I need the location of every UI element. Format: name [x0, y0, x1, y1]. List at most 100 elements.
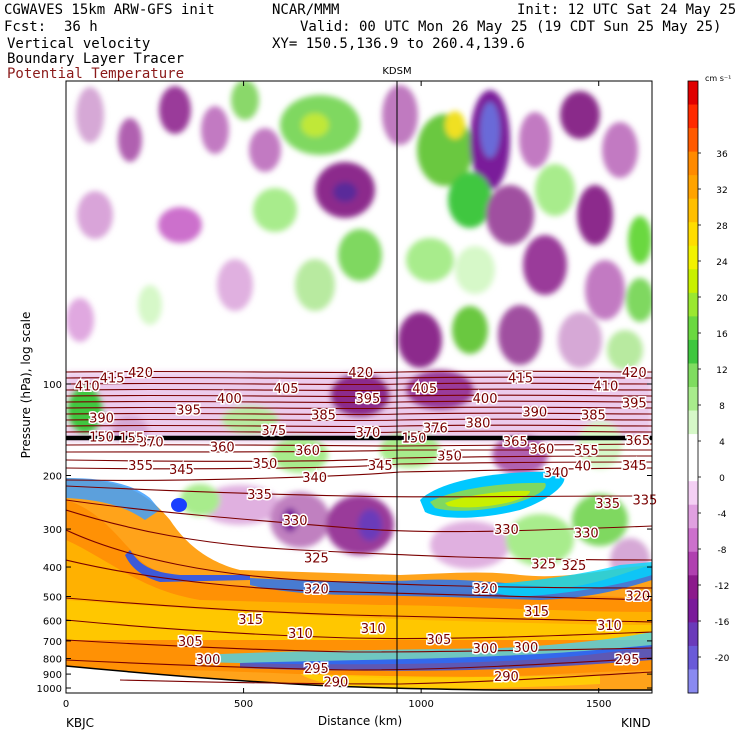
y-tick-label: 500 [43, 592, 62, 603]
colorbar-label: -12 [715, 582, 730, 592]
theta-label: 310 [288, 627, 313, 642]
colorbar-label: 12 [716, 366, 727, 376]
theta-label: 375 [261, 424, 286, 439]
colorbar-segment [688, 387, 698, 412]
forecast-hours: 36 h [64, 19, 98, 35]
theta-label: 420 [622, 366, 647, 381]
theta-label: 330 [283, 514, 308, 529]
colorbar-label: -4 [718, 510, 727, 520]
colorbar-label: 20 [716, 294, 728, 304]
plot-frame [65, 80, 653, 694]
colorbar-frame [687, 80, 699, 694]
y-tick-label: 200 [43, 472, 62, 483]
colorbar-segment [688, 598, 698, 623]
theta-label: 345 [622, 459, 647, 474]
y-tick-label: 900 [43, 670, 62, 681]
colorbar-segment [688, 316, 698, 341]
theta-label: 300 [196, 653, 221, 668]
theta-label: 330 [574, 526, 599, 541]
init-time: Init: 12 UTC Sat 24 May 25 [517, 2, 737, 18]
theta-label: 360 [210, 441, 235, 456]
theta-label: 380 [466, 417, 491, 432]
field-name-potential-temperature: Potential Temperature [7, 66, 185, 82]
y-tick-label: 600 [43, 617, 62, 628]
colorbar-segment [688, 481, 698, 506]
axes: 0 500 1000 1500 100 200 300 400 500 600 700 800 900 1… [37, 81, 652, 710]
colorbar-segment [688, 292, 698, 317]
theta-label: 395 [355, 392, 380, 407]
theta-label: 345 [169, 463, 194, 478]
colorbar-segment [688, 81, 698, 106]
theta-label: 320 [304, 583, 329, 598]
theta-label: 415 [508, 372, 533, 387]
theta-label: 395 [622, 397, 647, 412]
theta-label: 400 [217, 392, 242, 407]
theta-label: 335 [595, 497, 620, 512]
y-tick-label: 700 [43, 637, 62, 648]
theta-label: 325 [561, 559, 586, 574]
cross-section-endpoints: XY= 150.5,136.9 to 260.4,139.6 [272, 36, 525, 52]
theta-label: 410 [75, 380, 100, 395]
colorbar-segment [688, 339, 698, 364]
theta-label: 365 [503, 435, 528, 450]
theta-label: 315 [524, 605, 549, 620]
colorbar-unit: cm s⁻¹ [705, 74, 731, 83]
colorbar-segment [688, 645, 698, 670]
colorbar-label: 16 [716, 330, 728, 340]
colorbar-segment [688, 410, 698, 435]
org-label: NCAR/MMM [272, 2, 340, 18]
theta-label: 350 [252, 457, 277, 472]
theta-label: 345 [368, 459, 393, 474]
colorbar-segment [688, 575, 698, 600]
theta-label: 410 [593, 380, 618, 395]
theta-label: 395 [176, 403, 201, 418]
theta-label: 320 [625, 589, 650, 604]
theta-label: 376 [423, 421, 448, 436]
theta-label: 310 [597, 619, 622, 634]
theta-label: 370 [355, 426, 380, 441]
theta-label: 40 [574, 460, 591, 475]
theta-label: 340 [544, 466, 569, 481]
theta-label: 325 [531, 557, 556, 572]
theta-label: 415 [100, 372, 125, 387]
colorbar-segment [688, 198, 698, 223]
theta-label: 420 [128, 366, 153, 381]
y-axis-label: Pressure (hPa), log scale [19, 312, 33, 459]
forecast-label: Fcst: [4, 19, 47, 35]
model-title: CGWAVES 15km ARW-GFS init [4, 2, 215, 18]
colorbar-segment [688, 528, 698, 553]
colorbar-segment [688, 457, 698, 482]
field-name-vertical-velocity: Vertical velocity [7, 36, 151, 52]
theta-label: 390 [522, 405, 547, 420]
theta-label: 360 [295, 444, 320, 459]
y-tick-label: 400 [43, 563, 62, 574]
colorbar-segment [688, 104, 698, 129]
y-tick-label: 1000 [37, 684, 62, 695]
theta-label: 360 [529, 442, 554, 457]
colorbar: 36 32 28 24 20 16 12 8 4 0 -4 -8 -12 -16 -20 [687, 80, 730, 694]
station-label-mid: KDSM [382, 66, 411, 77]
theta-label: 300 [473, 642, 498, 657]
theta-label: 315 [238, 613, 263, 628]
theta-label: 390 [89, 412, 114, 427]
station-label-left: KBJC [66, 716, 94, 730]
theta-label: 335 [247, 488, 272, 503]
x-tick-label: 500 [234, 699, 253, 710]
field-name-boundary-layer-tracer: Boundary Layer Tracer [7, 51, 185, 67]
colorbar-segment [688, 622, 698, 647]
theta-label: 330 [494, 523, 519, 538]
theta-label: 290 [324, 676, 349, 691]
theta-label: 155 [119, 431, 144, 446]
colorbar-segment [688, 222, 698, 247]
theta-label: 420 [348, 366, 373, 381]
colorbar-segment [688, 245, 698, 270]
theta-label: 355 [128, 459, 153, 474]
potential-temperature-contours [66, 370, 652, 685]
colorbar-segment [688, 269, 698, 294]
theta-label: 400 [473, 392, 498, 407]
colorbar-segment [688, 128, 698, 153]
colorbar-segment [688, 175, 698, 200]
colorbar-label: 28 [716, 222, 728, 232]
colorbar-label: 4 [719, 438, 725, 448]
